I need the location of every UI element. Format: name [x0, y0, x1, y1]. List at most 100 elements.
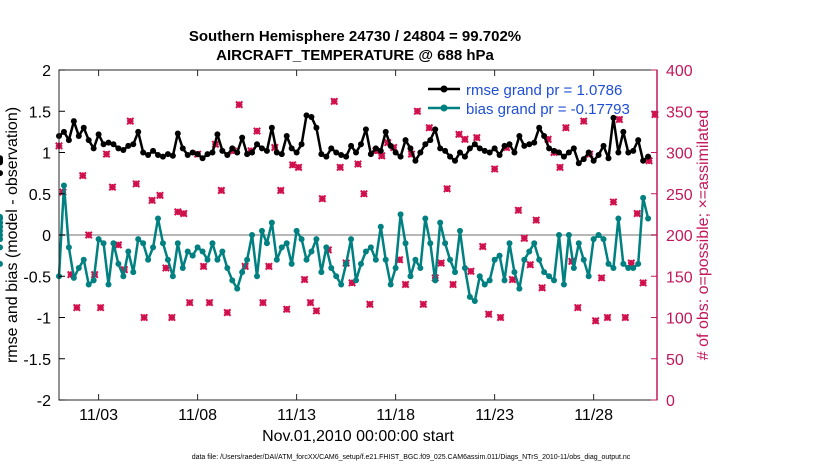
bias-point — [234, 285, 241, 292]
bias-point — [293, 227, 300, 234]
obs-count-marker — [496, 313, 505, 322]
obs-count-marker — [425, 123, 434, 132]
obs-assimilated-x — [461, 135, 469, 144]
rmse-point — [491, 145, 498, 152]
y-right-tick-label: 100 — [666, 311, 693, 328]
bias-point — [90, 277, 97, 284]
obs-assimilated-x — [597, 273, 606, 282]
rmse-point — [506, 141, 513, 148]
bias-point — [615, 215, 622, 222]
rmse-point — [437, 145, 444, 152]
rmse-point — [105, 139, 112, 146]
obs-assimilated-x — [538, 283, 547, 292]
obs-count-marker — [96, 303, 105, 312]
rmse-point — [298, 141, 305, 148]
obs-count-marker — [437, 259, 446, 267]
obs-count-marker — [455, 130, 463, 139]
obs-count-marker — [526, 260, 535, 269]
bias-point — [194, 244, 201, 251]
obs-count-marker — [615, 115, 624, 124]
bias-point — [575, 240, 582, 247]
rmse-point — [590, 157, 597, 164]
rmse-point — [575, 160, 582, 167]
y-right-axis-label: # of obs: o=possible; ×=assimilated — [695, 110, 712, 360]
rmse-point — [159, 153, 166, 160]
y-right-tick-label: 350 — [666, 104, 693, 121]
rmse-point — [293, 149, 300, 156]
obs-count-marker — [223, 308, 232, 317]
rmse-point — [164, 151, 171, 158]
bias-point — [432, 277, 439, 284]
rmse-point — [224, 151, 231, 158]
rmse-point — [486, 149, 493, 156]
obs-count-marker — [78, 171, 87, 180]
rmse-point — [640, 157, 647, 164]
rmse-point — [565, 149, 572, 156]
bias-point — [387, 281, 394, 288]
obs-assimilated-x — [360, 189, 368, 198]
bias-point — [105, 281, 112, 288]
obs-assimilated-x — [217, 186, 226, 195]
bias-point — [80, 256, 87, 263]
rmse-point — [115, 145, 122, 152]
bias-point — [555, 232, 562, 238]
bias-point — [541, 269, 548, 276]
bias-point — [184, 248, 191, 255]
obs-count-marker — [579, 117, 588, 126]
obs-assimilated-x — [496, 313, 505, 322]
chart-title: Southern Hemisphere 24730 / 24804 = 99.7… — [189, 28, 521, 45]
obs-assimilated-x — [573, 303, 582, 312]
rmse-point — [348, 142, 355, 149]
legend-rmse-label: rmse grand pr = 1.0786 — [466, 82, 622, 99]
bias-point — [224, 265, 231, 271]
x-tick-label: 11/23 — [475, 407, 514, 424]
rmse-point — [402, 137, 409, 144]
obs-assimilated-x — [514, 206, 523, 215]
bias-point — [283, 240, 290, 247]
rmse-point — [452, 157, 459, 164]
obs-count-marker — [603, 313, 612, 322]
obs-assimilated-x — [294, 163, 303, 172]
bias-point — [328, 265, 335, 271]
bias-point — [313, 236, 320, 243]
obs-count-marker — [645, 156, 653, 165]
bias-point — [506, 240, 513, 247]
obs-assimilated-x — [591, 316, 600, 325]
y-tick-label: -1 — [37, 311, 51, 328]
bias-point — [303, 256, 310, 263]
bias-point — [164, 256, 171, 263]
obs-count-marker — [365, 300, 374, 309]
x-axis-label: Nov.01,2010 00:00:00 start — [262, 428, 454, 445]
obs-assimilated-x — [466, 267, 475, 276]
obs-assimilated-x — [449, 280, 457, 289]
rmse-point — [471, 141, 478, 148]
bias-point — [382, 256, 389, 263]
rmse-point — [65, 137, 72, 144]
obs-assimilated-x — [179, 209, 188, 218]
rmse-point — [283, 133, 290, 139]
obs-count-marker — [102, 150, 111, 159]
bias-point — [0, 260, 3, 267]
obs-count-marker — [259, 298, 267, 307]
bias-point — [570, 265, 577, 271]
obs-count-marker — [126, 117, 135, 126]
rmse-point — [174, 130, 181, 137]
bias-point — [95, 236, 102, 243]
obs-assimilated-x — [156, 191, 164, 200]
obs-assimilated-x — [508, 275, 517, 284]
obs-assimilated-x — [609, 198, 618, 206]
rmse-point — [135, 128, 142, 135]
obs-assimilated-x — [282, 305, 291, 314]
obs-assimilated-x — [413, 107, 422, 116]
rmse-point — [427, 137, 434, 144]
rmse-point — [239, 134, 246, 141]
rmse-point — [560, 153, 567, 160]
bias-point — [75, 265, 82, 271]
rmse-point — [110, 141, 117, 148]
obs-count-marker — [72, 303, 81, 312]
bias-point — [496, 252, 503, 259]
rmse-point — [407, 145, 414, 152]
obs-assimilated-x — [472, 133, 481, 142]
rmse-point — [367, 151, 374, 158]
rmse-point — [249, 149, 256, 156]
